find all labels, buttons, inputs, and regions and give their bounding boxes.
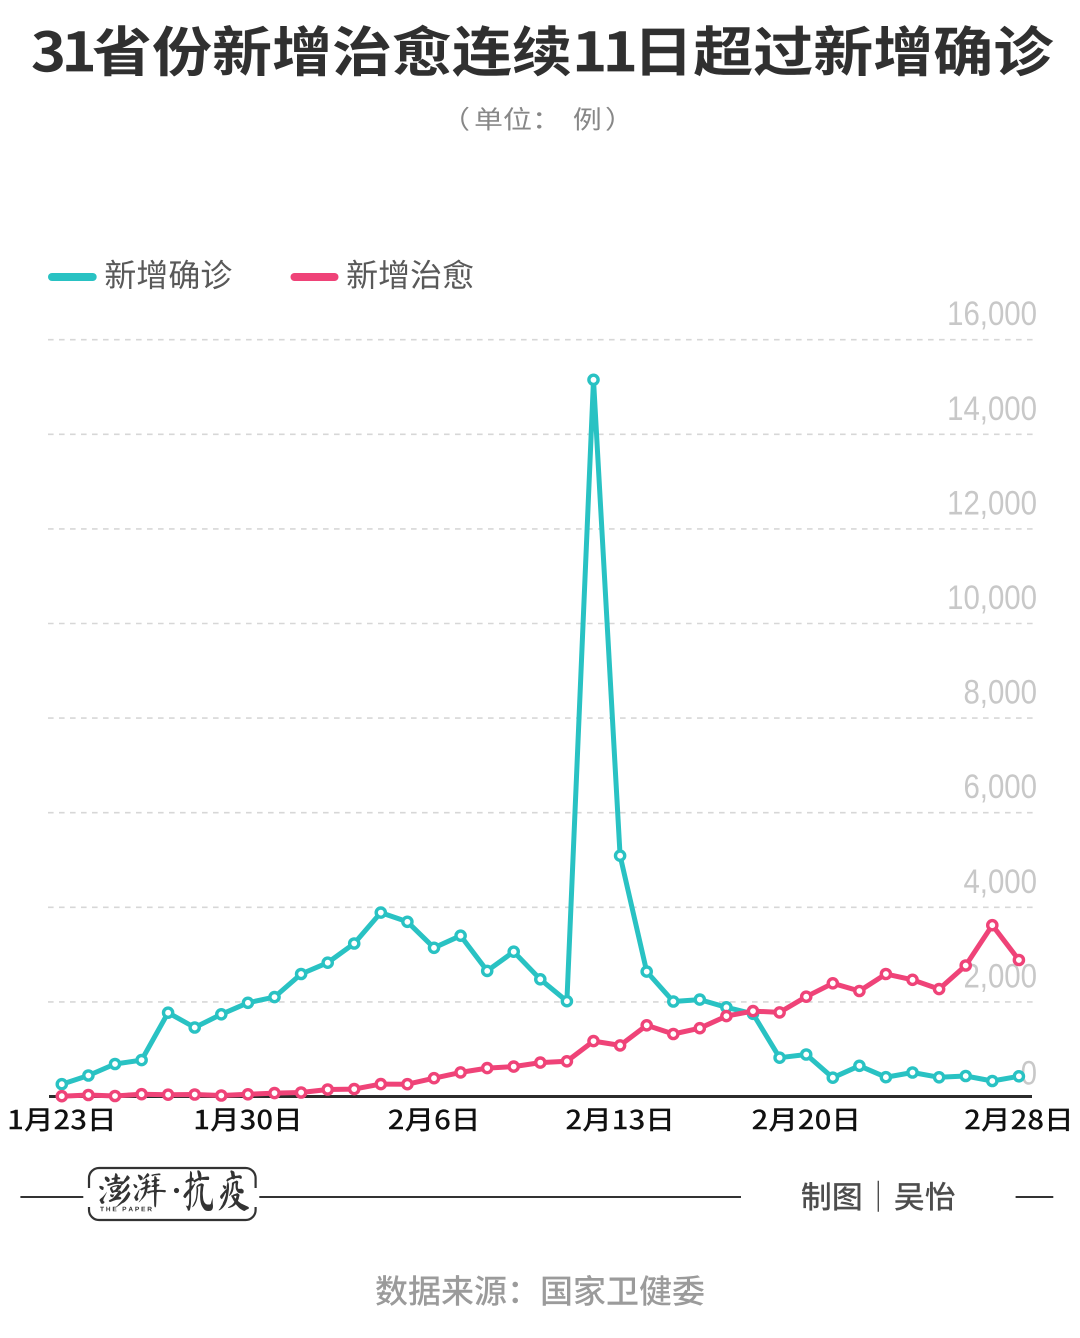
svg-text:6,000: 6,000 bbox=[963, 767, 1037, 806]
svg-text:14,000: 14,000 bbox=[947, 389, 1037, 428]
svg-text:4,000: 4,000 bbox=[963, 862, 1037, 901]
svg-text:8,000: 8,000 bbox=[963, 673, 1037, 712]
svg-text:2,000: 2,000 bbox=[963, 956, 1037, 995]
svg-text:10,000: 10,000 bbox=[947, 578, 1037, 617]
svg-text:0: 0 bbox=[1021, 1053, 1037, 1092]
svg-text:16,000: 16,000 bbox=[947, 294, 1037, 333]
svg-text:12,000: 12,000 bbox=[947, 483, 1037, 522]
